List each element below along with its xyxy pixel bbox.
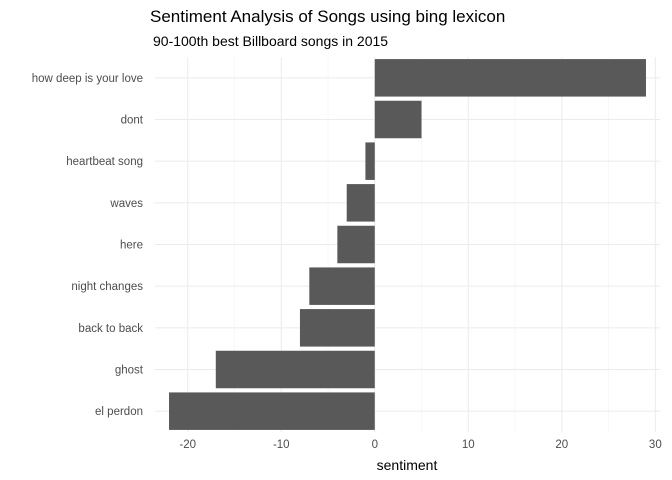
chart-title: Sentiment Analysis of Songs using bing l… (150, 7, 505, 26)
y-tick-label: heartbeat song (66, 156, 143, 168)
y-tick-label: here (120, 240, 143, 252)
bar (374, 59, 646, 97)
bar (346, 184, 375, 222)
bar (309, 267, 375, 305)
bar (215, 350, 375, 389)
y-tick-label: el perdon (95, 406, 143, 418)
bar (169, 392, 375, 430)
bar (374, 100, 422, 139)
y-axis-ticks: how deep is your love dont heartbeat song w… (32, 73, 144, 418)
chart-subtitle: 90-100th best Billboard songs in 2015 (153, 33, 388, 49)
bar (337, 225, 375, 264)
x-tick-label: 30 (649, 439, 662, 451)
x-tick-label: 0 (372, 439, 378, 451)
bars (169, 59, 646, 430)
bar (365, 142, 375, 180)
y-tick-label: dont (121, 115, 144, 127)
x-tick-label: 20 (555, 439, 568, 451)
x-tick-label: 10 (462, 439, 475, 451)
y-tick-label: night changes (71, 281, 143, 293)
y-tick-label: waves (109, 198, 143, 210)
x-tick-label: -20 (179, 439, 196, 451)
x-axis-ticks: -20 -10 0 10 20 30 (179, 439, 661, 451)
y-tick-label: how deep is your love (32, 73, 143, 85)
x-tick-label: -10 (273, 439, 290, 451)
y-tick-label: back to back (78, 323, 143, 335)
x-axis-title: sentiment (377, 457, 438, 473)
bar (299, 309, 375, 347)
y-tick-label: ghost (115, 365, 144, 377)
